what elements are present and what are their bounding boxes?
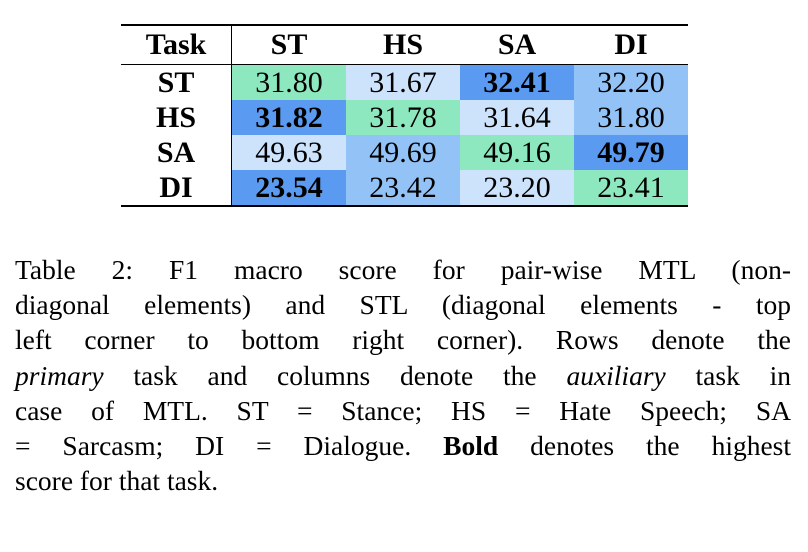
row-label: ST xyxy=(121,64,232,100)
score-cell: 23.41 xyxy=(574,170,688,206)
caption-line: score for that task. xyxy=(15,465,219,497)
score-cell: 49.16 xyxy=(460,135,574,170)
caption-text: = Sarcasm; DI = Dialogue. xyxy=(15,430,444,462)
score-cell: 32.20 xyxy=(574,64,688,100)
score-cell: 31.82 xyxy=(231,100,346,135)
caption-line: case of MTL. ST = Stance; HS = Hate Spee… xyxy=(15,394,791,426)
table-body: ST 31.80 31.67 32.41 32.20 HS 31.82 31.7… xyxy=(121,64,688,206)
score-cell: 23.20 xyxy=(460,170,574,206)
header-st: ST xyxy=(231,25,346,65)
row-label: DI xyxy=(121,170,232,206)
header-hs: HS xyxy=(346,25,460,65)
caption-line: diagonal elements) and STL (diagonal ele… xyxy=(15,289,791,321)
score-cell: 31.80 xyxy=(231,64,346,100)
header-di: DI xyxy=(574,25,688,65)
results-table-container: Task ST HS SA DI ST 31.80 31.67 32.41 32… xyxy=(121,24,688,207)
score-cell: 31.80 xyxy=(574,100,688,135)
caption-line: Table 2: F1 macro score for pair-wise MT… xyxy=(15,254,791,285)
table-row: HS 31.82 31.78 31.64 31.80 xyxy=(121,100,688,135)
score-cell: 49.63 xyxy=(231,135,346,170)
score-cell: 31.67 xyxy=(346,64,460,100)
caption-line: left corner to bottom right corner). Row… xyxy=(15,324,791,356)
score-cell: 31.64 xyxy=(460,100,574,135)
caption-text: denotes the highest xyxy=(498,430,792,462)
score-cell: 49.79 xyxy=(574,135,688,170)
caption-line: primary task and columns denote the auxi… xyxy=(15,358,791,393)
score-cell: 23.42 xyxy=(346,170,460,206)
caption-text: task in xyxy=(665,359,791,391)
table-row: ST 31.80 31.67 32.41 32.20 xyxy=(121,64,688,100)
table-row: DI 23.54 23.42 23.20 23.41 xyxy=(121,170,688,206)
header-task: Task xyxy=(121,25,232,65)
score-cell: 49.69 xyxy=(346,135,460,170)
table-row: SA 49.63 49.69 49.16 49.79 xyxy=(121,135,688,170)
caption-text: task and columns denote the xyxy=(103,359,567,391)
row-label: HS xyxy=(121,100,232,135)
caption-bold: Bold xyxy=(443,430,499,462)
caption-line: = Sarcasm; DI = Dialogue. Bold denotes t… xyxy=(15,428,791,463)
table-caption: Table 2: F1 macro score for pair-wise MT… xyxy=(15,252,791,498)
caption-emphasis: primary xyxy=(15,359,104,391)
score-cell: 31.78 xyxy=(346,100,460,135)
results-table: Task ST HS SA DI ST 31.80 31.67 32.41 32… xyxy=(121,24,688,207)
row-label: SA xyxy=(121,135,232,170)
table-header-row: Task ST HS SA DI xyxy=(121,25,688,65)
score-cell: 32.41 xyxy=(460,64,574,100)
header-sa: SA xyxy=(460,25,574,65)
caption-emphasis: auxiliary xyxy=(566,359,666,391)
score-cell: 23.54 xyxy=(231,170,346,206)
